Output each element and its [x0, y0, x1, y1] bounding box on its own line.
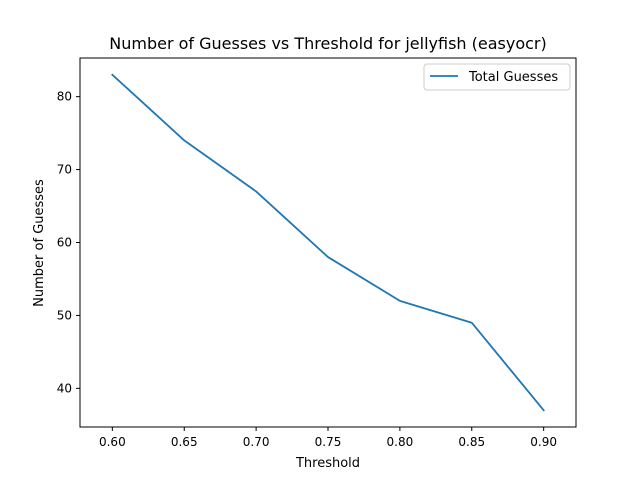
y-tick-label: 60	[57, 236, 72, 250]
x-tick-label: 0.75	[315, 435, 342, 449]
y-tick-label: 40	[57, 381, 72, 395]
plot-area-frame	[79, 57, 577, 428]
series-line-total-guesses	[111, 73, 545, 412]
y-axis-label: Number of Guesses	[32, 179, 47, 307]
chart-title: Number of Guesses vs Threshold for jelly…	[109, 34, 547, 53]
x-tick-label: 0.60	[99, 435, 126, 449]
x-axis-label: Threshold	[295, 456, 360, 471]
x-tick-label: 0.65	[171, 435, 198, 449]
x-tick-label: 0.70	[243, 435, 270, 449]
x-tick-label: 0.85	[458, 435, 485, 449]
legend: Total Guesses	[423, 63, 571, 91]
x-tick-label: 0.80	[387, 435, 414, 449]
series-layer	[111, 73, 545, 412]
x-tick-label: 0.90	[530, 435, 557, 449]
y-tick-label: 50	[57, 308, 72, 322]
legend-label-total-guesses: Total Guesses	[468, 70, 558, 85]
y-tick-label: 70	[57, 163, 72, 177]
axis-ticks: 0.60 0.65 0.70 0.75 0.80 0.85 0.90 40 50 60 70 80	[57, 90, 557, 449]
legend-box	[423, 63, 571, 91]
y-tick-label: 80	[57, 90, 72, 104]
